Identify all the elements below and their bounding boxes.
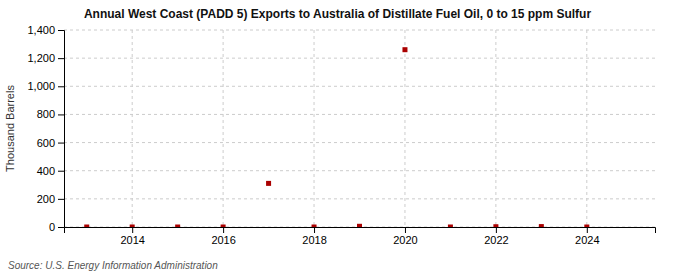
point	[539, 224, 544, 227]
axis-line	[58, 31, 65, 228]
tick: 1,000	[27, 80, 64, 92]
tick-label: 1,400	[27, 24, 55, 36]
point	[130, 225, 135, 228]
tick-mark	[132, 227, 133, 233]
tick-label: 2014	[120, 234, 144, 246]
source: Source: U.S. Energy Information Administ…	[8, 260, 218, 271]
tick: 0	[49, 221, 64, 233]
x-axis: 2014 2016 2018 2020 2022 2024	[65, 227, 656, 246]
point	[584, 225, 589, 228]
tick-mark	[405, 227, 406, 233]
tick-label: 400	[37, 165, 55, 177]
grid-line-y	[64, 114, 655, 115]
grid-line-x	[495, 30, 496, 227]
tick-mark	[58, 114, 64, 115]
tick: 800	[37, 108, 64, 120]
point	[221, 225, 226, 228]
tick-label: 2024	[575, 234, 599, 246]
grid-line-x	[223, 30, 224, 227]
tick-mark	[587, 227, 588, 233]
y-axis: 0 200 400 600 800 1,000 1,200 1,400	[27, 24, 64, 233]
tick-mark	[58, 86, 64, 87]
tick: 2014	[120, 227, 144, 246]
point	[266, 181, 271, 186]
point	[402, 47, 407, 52]
chart: 2014 2016 2018 2020 2022 2024 0 200 400 600 800 1,0…	[0, 0, 675, 275]
tick-label: 2022	[484, 234, 508, 246]
tick: 1,400	[27, 24, 64, 36]
grid-line-x	[314, 30, 315, 227]
grid-line-y	[64, 198, 655, 199]
point	[175, 225, 180, 228]
tick: 2022	[484, 227, 508, 246]
tick: 2018	[302, 227, 326, 246]
tick-mark	[58, 143, 64, 144]
tick-mark	[314, 227, 315, 233]
point	[357, 224, 362, 227]
tick: 600	[37, 137, 64, 149]
tick-label: 1,200	[27, 52, 55, 64]
tick-mark	[58, 30, 64, 31]
point	[312, 225, 317, 228]
grid-line-x	[404, 30, 405, 227]
point	[493, 224, 498, 227]
tick: 400	[37, 165, 64, 177]
tick: 200	[37, 193, 64, 205]
grid-line-x	[132, 30, 133, 227]
tick: 2020	[393, 227, 417, 246]
tick: 1,200	[27, 52, 64, 64]
grid-line-y	[64, 142, 655, 143]
tick-mark	[58, 58, 64, 59]
grid-line-x	[586, 30, 587, 227]
grid-line-y	[64, 30, 655, 31]
tick: 2024	[575, 227, 599, 246]
tick-label: 600	[37, 137, 55, 149]
tick-mark	[496, 227, 497, 233]
point	[84, 225, 89, 228]
plot-area: 2014 2016 2018 2020 2022 2024 0 200 400 600 800 1,0…	[27, 24, 655, 246]
grid-line-y	[64, 86, 655, 87]
tick-label: 2020	[393, 234, 417, 246]
tick: 2016	[211, 227, 235, 246]
grid-line-y	[64, 170, 655, 171]
grid-line-y	[64, 58, 655, 59]
point	[448, 225, 453, 228]
tick-label: 1,000	[27, 80, 55, 92]
axis-line	[65, 228, 656, 234]
tick-label: 800	[37, 108, 55, 120]
tick-mark	[58, 199, 64, 200]
title: Annual West Coast (PADD 5) Exports to Au…	[84, 7, 592, 21]
points	[84, 47, 589, 227]
tick-mark	[58, 227, 64, 228]
tick-mark	[58, 171, 64, 172]
tick-mark	[223, 227, 224, 233]
tick-label: 0	[49, 221, 55, 233]
grid	[64, 30, 655, 227]
tick-label: 2018	[302, 234, 326, 246]
y-axis-title: Thousand Barrels	[4, 85, 16, 172]
tick-label: 2016	[211, 234, 235, 246]
tick-label: 200	[37, 193, 55, 205]
